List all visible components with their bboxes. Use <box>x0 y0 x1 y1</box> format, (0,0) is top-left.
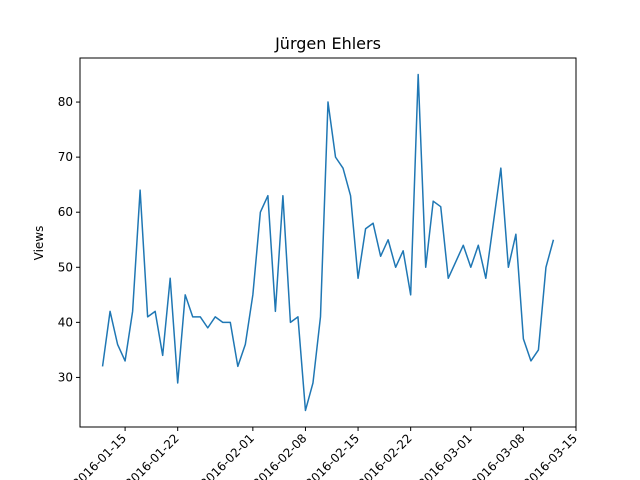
x-tick-label: 2016-01-22 <box>123 431 182 480</box>
chart-title: Jürgen Ehlers <box>274 34 381 53</box>
y-tick-label: 60 <box>58 205 73 219</box>
y-tick-label: 40 <box>58 315 73 329</box>
x-tick-label: 2016-02-01 <box>198 431 257 480</box>
x-tick-label: 2016-02-08 <box>250 431 309 480</box>
x-tick-label: 2016-03-15 <box>521 431 580 480</box>
y-tick-label: 70 <box>58 150 73 164</box>
plot-series <box>101 73 555 412</box>
y-tick-label: 80 <box>58 95 73 109</box>
x-tick-label: 2016-03-08 <box>468 431 527 480</box>
x-tick-label: 2016-01-15 <box>70 431 129 480</box>
x-tick-label: 2016-02-15 <box>303 431 362 480</box>
series-line-0 <box>101 73 555 412</box>
plot-frame <box>79 57 577 428</box>
x-tick-label: 2016-02-22 <box>356 431 415 480</box>
y-tick-label: 50 <box>58 260 73 274</box>
y-tick-label: 30 <box>58 370 73 384</box>
y-axis-ticks: 30 40 50 60 70 80 <box>58 95 80 384</box>
y-axis-label: Views <box>32 226 46 261</box>
x-tick-label: 2016-03-01 <box>416 431 475 480</box>
